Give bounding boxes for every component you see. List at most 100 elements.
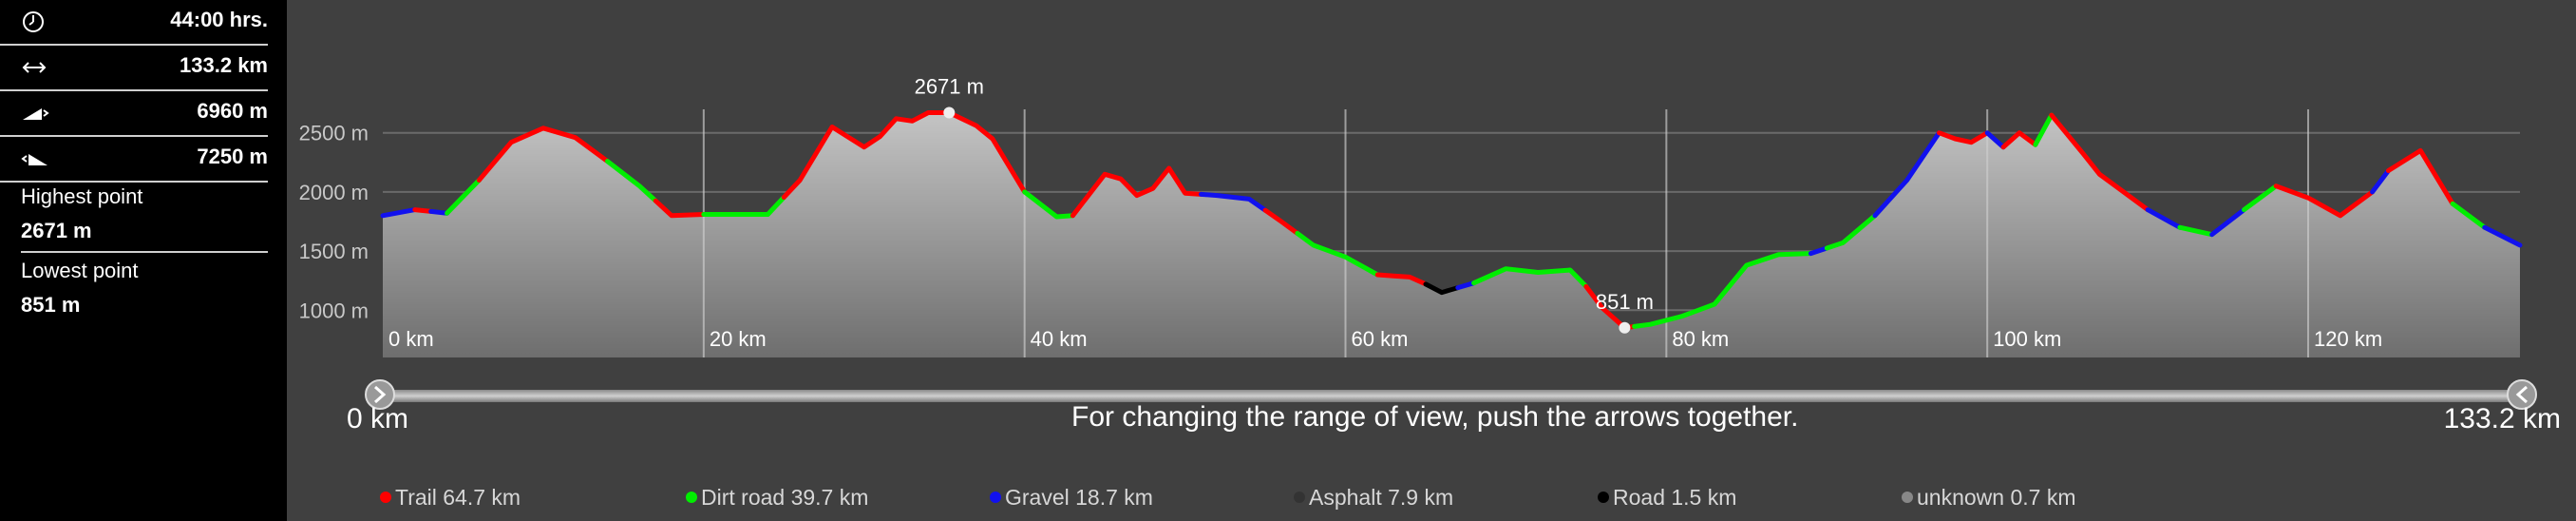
surface-segment bbox=[1937, 130, 1990, 145]
surface-segment bbox=[2370, 168, 2391, 195]
surface-segment bbox=[1632, 251, 1813, 329]
uphill-icon bbox=[23, 108, 49, 120]
surface-segment bbox=[2033, 112, 2055, 147]
x-tick-label: 20 km bbox=[710, 327, 767, 351]
distance-value: 133.2 km bbox=[180, 53, 268, 77]
y-tick-label: 2000 m bbox=[299, 181, 369, 204]
clock-icon bbox=[23, 11, 44, 32]
lowest-point-value: 851 m bbox=[21, 293, 81, 317]
range-slider-track[interactable] bbox=[380, 390, 2522, 402]
legend-label: unknown 0.7 km bbox=[1917, 485, 2076, 510]
surface-segment bbox=[2000, 130, 2038, 150]
legend-swatch bbox=[1902, 491, 1913, 503]
surface-legend: Trail 64.7 km Dirt road 39.7 km Gravel 1… bbox=[0, 485, 2576, 519]
range-hint: For changing the range of view, push the… bbox=[1071, 401, 1799, 433]
legend-swatch bbox=[990, 491, 1001, 503]
horizontal-arrows-icon bbox=[22, 62, 47, 73]
downhill-icon bbox=[21, 154, 47, 165]
highest-point-marker bbox=[943, 106, 956, 119]
surface-segment bbox=[1471, 266, 1589, 289]
stats-divider bbox=[21, 251, 268, 253]
distance-row: 133.2 km bbox=[0, 46, 268, 91]
surface-segment bbox=[2450, 201, 2488, 230]
surface-segment bbox=[1070, 165, 1203, 219]
lowest-point-label: Lowest point bbox=[21, 259, 139, 282]
surface-segment bbox=[605, 159, 658, 203]
duration-value: 44:00 hrs. bbox=[170, 8, 268, 31]
surface-segment bbox=[653, 198, 707, 219]
duration-row: 44:00 hrs. bbox=[0, 0, 268, 46]
surface-segment bbox=[428, 208, 450, 216]
chevron-left-icon bbox=[2515, 385, 2528, 404]
x-axis-labels: 0 km 20 km 40 km 60 km 80 km 100 km 120 km bbox=[388, 327, 2382, 351]
tour-stats-panel: 44:00 hrs. 133.2 km 6960 m 7250 m Highes… bbox=[0, 0, 287, 521]
surface-segment bbox=[2386, 147, 2455, 206]
surface-segment bbox=[2482, 224, 2523, 248]
legend-item-gravel: Gravel 18.7 km bbox=[990, 485, 1153, 511]
surface-segment bbox=[1262, 207, 1300, 236]
legend-label: Gravel 18.7 km bbox=[1005, 485, 1153, 510]
ascent-value: 6960 m bbox=[197, 99, 268, 123]
ascent-row: 6960 m bbox=[0, 91, 268, 137]
surface-segment bbox=[2273, 183, 2376, 219]
lowest-point-label: 851 m bbox=[1596, 290, 1654, 314]
surface-segment bbox=[2209, 207, 2246, 238]
surface-segment bbox=[781, 110, 1028, 200]
legend-label: Dirt road 39.7 km bbox=[701, 485, 869, 510]
surface-segment bbox=[2242, 183, 2279, 213]
surface-segment bbox=[1423, 281, 1461, 296]
legend-label: Asphalt 7.9 km bbox=[1309, 485, 1454, 510]
descent-value: 7250 m bbox=[197, 145, 268, 168]
x-gridlines bbox=[702, 109, 2310, 357]
legend-label: Trail 64.7 km bbox=[395, 485, 521, 510]
extreme-point-markers: 2671 m 851 m bbox=[915, 74, 1654, 334]
surface-segment bbox=[1374, 272, 1429, 287]
range-start-label: 0 km bbox=[347, 403, 409, 434]
legend-swatch bbox=[1294, 491, 1305, 503]
highest-point-label: 2671 m bbox=[915, 74, 984, 98]
legend-item-dirt-road: Dirt road 39.7 km bbox=[686, 485, 868, 511]
legend-swatch bbox=[686, 491, 697, 503]
x-tick-label: 100 km bbox=[1993, 327, 2061, 351]
surface-segment bbox=[701, 195, 786, 217]
surface-segment bbox=[1295, 230, 1380, 278]
surface-type-lines bbox=[380, 110, 2523, 331]
surface-segment bbox=[1984, 130, 2006, 150]
legend-swatch bbox=[1598, 491, 1609, 503]
highest-point-value: 2671 m bbox=[21, 219, 92, 242]
y-tick-label: 2500 m bbox=[299, 122, 369, 145]
y-tick-label: 1500 m bbox=[299, 240, 369, 263]
legend-item-trail: Trail 64.7 km bbox=[380, 485, 521, 511]
descent-row: 7250 m bbox=[0, 137, 268, 183]
chevron-right-icon bbox=[374, 385, 387, 404]
surface-segment bbox=[1199, 191, 1268, 213]
surface-segment bbox=[412, 207, 434, 214]
surface-segment bbox=[380, 207, 418, 219]
surface-segment bbox=[2145, 207, 2183, 230]
surface-segment bbox=[1808, 245, 1829, 257]
lowest-point-marker bbox=[1619, 321, 1631, 334]
range-end-handle[interactable] bbox=[2507, 379, 2537, 410]
surface-segment bbox=[1824, 213, 1878, 251]
surface-segment bbox=[1872, 130, 1941, 219]
legend-item-unknown: unknown 0.7 km bbox=[1902, 485, 2075, 511]
surface-segment bbox=[1455, 280, 1477, 291]
x-tick-label: 40 km bbox=[1031, 327, 1088, 351]
y-tick-label: 1000 m bbox=[299, 299, 369, 322]
x-tick-label: 120 km bbox=[2314, 327, 2382, 351]
surface-segment bbox=[476, 125, 610, 183]
legend-swatch bbox=[380, 491, 391, 503]
range-start-handle[interactable] bbox=[365, 379, 395, 410]
range-end-label: 133.2 km bbox=[2443, 403, 2561, 434]
surface-segment bbox=[1022, 189, 1075, 220]
x-tick-label: 80 km bbox=[1672, 327, 1729, 351]
x-tick-label: 0 km bbox=[388, 327, 434, 351]
surface-segment bbox=[2177, 224, 2215, 238]
surface-segment bbox=[445, 178, 482, 216]
elevation-area bbox=[383, 112, 2520, 357]
surface-segment bbox=[2049, 112, 2150, 213]
highest-point-label: Highest point bbox=[21, 184, 143, 208]
legend-item-asphalt: Asphalt 7.9 km bbox=[1294, 485, 1453, 511]
legend-item-road: Road 1.5 km bbox=[1598, 485, 1736, 511]
